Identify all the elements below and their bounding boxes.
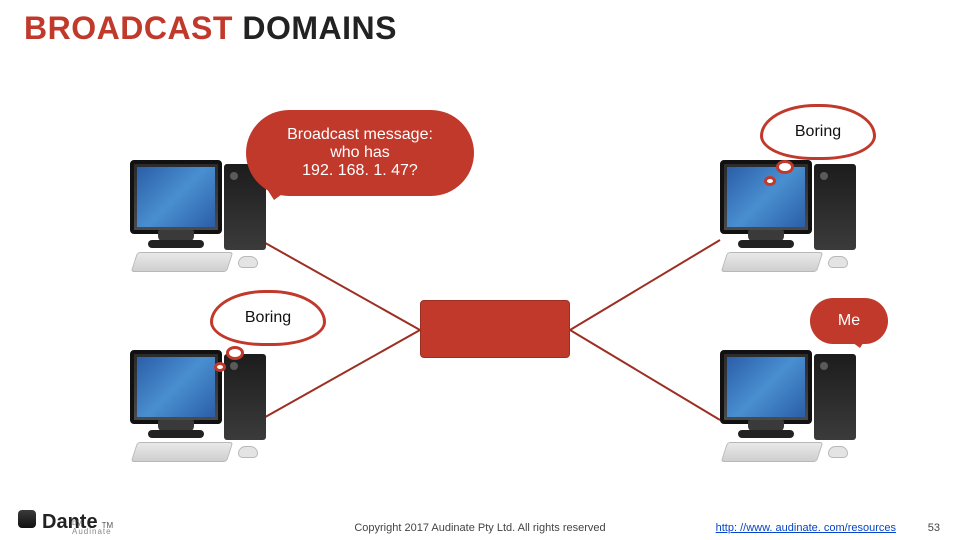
monitor-icon (720, 160, 812, 234)
title-black: DOMAINS (233, 10, 397, 46)
mouse-icon (828, 446, 848, 458)
brand-logo: Dante TM by Audinate (18, 510, 113, 534)
pc-top-right (720, 160, 880, 280)
mouse-icon (238, 446, 258, 458)
copyright-text: Copyright 2017 Audinate Pty Ltd. All rig… (354, 522, 605, 534)
mouse-icon (828, 256, 848, 268)
slide: BROADCAST DOMAINS Broadcast message: who… (0, 0, 960, 540)
tower-icon (814, 354, 856, 440)
boring-thought-top-right: Boring (760, 104, 876, 160)
brand-sublabel: by Audinate (72, 518, 113, 536)
dante-logo-icon (18, 510, 36, 528)
pc-bottom-left (130, 350, 290, 470)
page-number: 53 (928, 522, 940, 534)
monitor-icon (130, 160, 222, 234)
boring-text-bottom-left: Boring (245, 309, 291, 327)
tower-icon (224, 354, 266, 440)
monitor-icon (720, 350, 812, 424)
broadcast-message-bubble: Broadcast message: who has 192. 168. 1. … (246, 110, 474, 196)
broadcast-message-text: Broadcast message: who has 192. 168. 1. … (287, 126, 433, 180)
keyboard-icon (131, 442, 233, 462)
footer: Dante TM by Audinate Copyright 2017 Audi… (0, 510, 960, 540)
keyboard-icon (721, 252, 823, 272)
resources-link[interactable]: http: //www. audinate. com/resources (716, 522, 896, 534)
boring-text-top-right: Boring (795, 123, 841, 141)
cloud-body: Boring (760, 104, 876, 160)
me-reply-bubble: Me (810, 298, 888, 344)
monitor-icon (130, 350, 222, 424)
boring-thought-bottom-left: Boring (210, 290, 326, 346)
keyboard-icon (721, 442, 823, 462)
title-red: BROADCAST (24, 10, 233, 46)
keyboard-icon (131, 252, 233, 272)
cloud-body: Boring (210, 290, 326, 346)
pc-bottom-right (720, 350, 880, 470)
mouse-icon (238, 256, 258, 268)
me-reply-text: Me (838, 312, 860, 330)
slide-title: BROADCAST DOMAINS (24, 10, 397, 47)
network-switch (420, 300, 570, 358)
tower-icon (814, 164, 856, 250)
